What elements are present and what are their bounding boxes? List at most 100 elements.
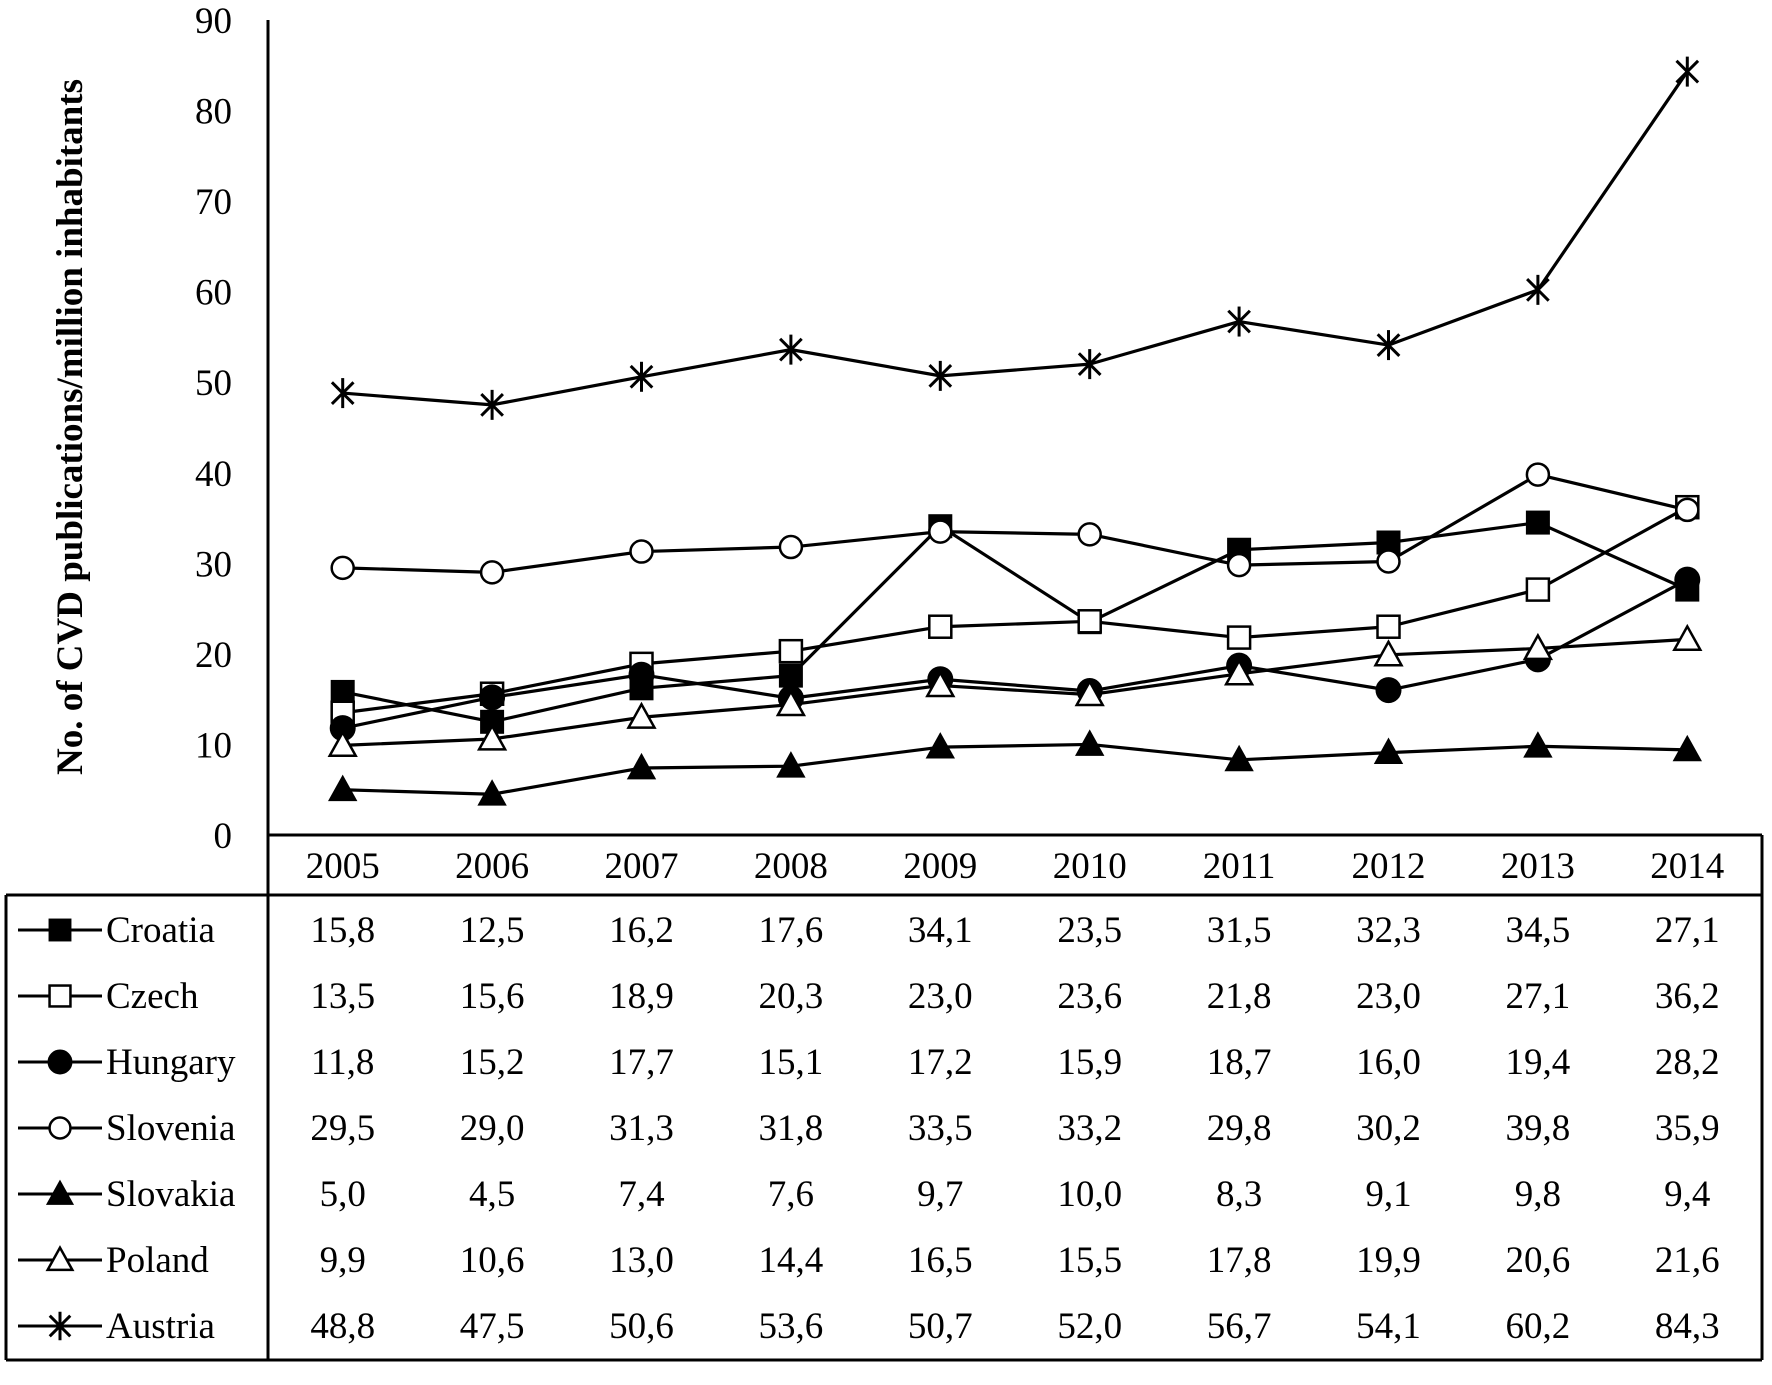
series-marker-asterisk	[1526, 274, 1550, 305]
table-cell: 13,5	[310, 976, 375, 1017]
series-marker-open-circle	[778, 534, 804, 560]
x-tick-label: 2007	[605, 846, 679, 887]
table-cell: 11,8	[311, 1042, 374, 1083]
table-cell: 23,0	[1356, 976, 1421, 1017]
series-marker-open-triangle	[925, 670, 956, 698]
series-marker-open-triangle	[45, 1245, 75, 1272]
table-cell: 19,9	[1356, 1240, 1421, 1281]
table-cell: 50,6	[609, 1306, 674, 1347]
table-row-slovenia: Slovenia 29,5 29,0 31,3 31,8 33,5 33,2 29,8 30,2…	[18, 1108, 1720, 1149]
series-marker-filled-triangle	[45, 1179, 75, 1205]
table-cell: 13,0	[609, 1240, 674, 1281]
table-cell: 4,5	[469, 1174, 515, 1215]
table-cell: 47,5	[460, 1306, 525, 1347]
table-cell: 12,5	[460, 910, 525, 951]
table-cell: 35,9	[1655, 1108, 1720, 1149]
table-row-austria: Austria 48,8 47,5 50,6 53,6 50,7 52,0 56,7 54,1 6…	[18, 1306, 1720, 1347]
series-marker-open-square	[1077, 609, 1102, 634]
table-cell: 7,4	[618, 1174, 664, 1215]
series-marker-open-circle	[1525, 462, 1551, 487]
series-marker-filled-triangle	[925, 732, 955, 759]
table-cell: 39,8	[1506, 1108, 1571, 1149]
x-tick-label: 2006	[455, 846, 529, 887]
series-marker-open-circle	[928, 519, 953, 544]
series-line-croatia	[342, 520, 1688, 724]
table-cell: 9,1	[1365, 1174, 1411, 1215]
table-row-hungary: Hungary 11,8 15,2 17,7 15,1 17,2 15,9 18,7 16,0 1…	[18, 1042, 1720, 1083]
table-cell: 23,5	[1057, 910, 1122, 951]
series-marker-open-triangle	[1672, 623, 1703, 652]
table-cell: 18,9	[609, 976, 674, 1017]
series-marker-filled-square	[1525, 510, 1550, 535]
series-austria	[330, 56, 1700, 420]
series-line-slovenia	[342, 472, 1688, 574]
series-croatia	[330, 510, 1700, 734]
series-marker-open-square	[1226, 625, 1252, 650]
series-marker-asterisk	[928, 360, 953, 391]
table-cell: 15,8	[310, 910, 375, 951]
table-cell: 10,0	[1057, 1174, 1122, 1215]
series-marker-open-triangle	[327, 729, 358, 757]
table-cell: 30,2	[1356, 1108, 1421, 1149]
table-cell: 21,8	[1207, 976, 1272, 1017]
y-axis-ticks: 0 10 20 30 40 50 60 70 80 90	[195, 1, 232, 857]
table-row-slovakia: Slovakia 5,0 4,5 7,4 7,6 9,7 10,0 8,3 9,1 9,8 9,4	[18, 1174, 1710, 1215]
series-marker-filled-circle	[1375, 677, 1402, 704]
series-marker-open-square	[928, 614, 953, 639]
legend-label: Slovakia	[106, 1174, 235, 1215]
series-marker-open-circle	[1226, 552, 1252, 578]
table-cell: 18,7	[1207, 1042, 1272, 1083]
series-marker-asterisk	[48, 1311, 72, 1341]
table-cell: 33,5	[908, 1108, 973, 1149]
table-cell: 32,3	[1356, 910, 1421, 951]
series-marker-open-triangle	[775, 689, 807, 717]
plot-series	[327, 56, 1703, 806]
table-cell: 20,6	[1506, 1240, 1571, 1281]
series-marker-open-circle	[1376, 549, 1401, 574]
series-marker-filled-circle	[628, 661, 655, 688]
x-tick-label: 2009	[903, 846, 977, 887]
series-marker-open-triangle	[1522, 632, 1554, 661]
table-cell: 27,1	[1506, 976, 1571, 1017]
series-marker-filled-triangle	[1224, 744, 1254, 772]
series-marker-open-square	[778, 638, 804, 664]
series-marker-asterisk	[1675, 56, 1700, 87]
series-marker-asterisk	[779, 334, 803, 365]
table-row-poland: Poland 9,9 10,6 13,0 14,4 16,5 15,5 17,8 19,9 20,…	[18, 1240, 1720, 1281]
data-table: 2005 2006 2007 2008 2009 2010 2011 2012 2013 2014…	[18, 846, 1724, 1347]
series-marker-open-circle	[330, 555, 355, 581]
legend-label: Hungary	[106, 1042, 236, 1083]
table-cell: 15,5	[1057, 1240, 1122, 1281]
series-marker-asterisk	[1376, 330, 1401, 361]
series-marker-filled-triangle	[328, 774, 358, 802]
table-row-croatia: Croatia 15,8 12,5 16,2 17,6 34,1 23,5 31,5 32,3 3…	[18, 910, 1720, 951]
table-cell: 56,7	[1207, 1306, 1272, 1347]
series-marker-open-square	[1525, 577, 1551, 602]
axes	[4, 20, 1764, 1362]
x-tick-label: 2013	[1501, 846, 1575, 887]
table-cell: 36,2	[1655, 976, 1720, 1017]
table-cell: 16,5	[908, 1240, 973, 1281]
series-marker-filled-triangle	[1672, 734, 1702, 762]
legend-label: Austria	[106, 1306, 215, 1347]
table-cell: 52,0	[1057, 1306, 1122, 1347]
table-cell: 7,6	[768, 1174, 814, 1215]
series-marker-asterisk	[1227, 306, 1251, 337]
table-cell: 31,3	[609, 1108, 674, 1149]
table-cell: 34,5	[1506, 910, 1571, 951]
table-row-czech: Czech 13,5 15,6 18,9 20,3 23,0 23,6 21,8 23,0 27,…	[18, 976, 1720, 1017]
series-marker-open-triangle	[476, 723, 508, 751]
series-marker-open-triangle	[1373, 639, 1404, 667]
series-marker-open-triangle	[626, 701, 657, 729]
x-tick-label: 2008	[754, 846, 828, 887]
series-marker-asterisk	[629, 361, 654, 392]
table-cell: 15,6	[460, 976, 525, 1017]
table-cell: 17,7	[609, 1042, 674, 1083]
series-marker-filled-circle	[47, 1049, 73, 1075]
series-marker-filled-square	[48, 918, 72, 942]
series-poland	[327, 623, 1703, 757]
series-line-austria	[342, 70, 1689, 407]
series-slovenia	[330, 462, 1700, 585]
series-marker-asterisk	[1077, 349, 1102, 380]
